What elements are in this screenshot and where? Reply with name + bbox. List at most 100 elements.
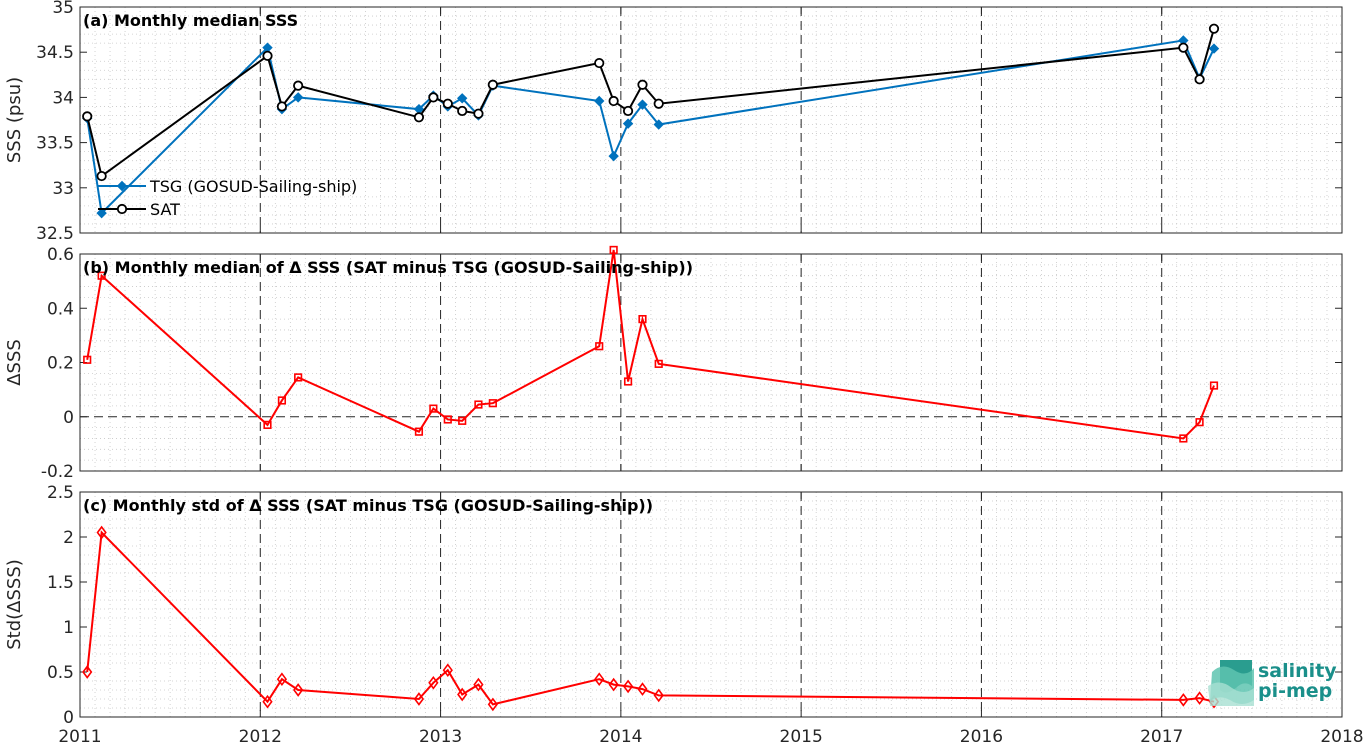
data-point xyxy=(413,112,425,123)
data-point xyxy=(473,677,484,692)
data-point xyxy=(82,111,93,122)
axes-box xyxy=(79,6,1343,234)
salinity-pi-mep-logo: salinity pi-mep xyxy=(1208,660,1337,706)
series-delta xyxy=(82,525,1220,712)
panel-title: (c) Monthly std of Δ SSS (SAT minus TSG … xyxy=(83,496,653,515)
data-point xyxy=(1178,42,1189,53)
data-point xyxy=(414,427,424,436)
y-tick-label: 2.5 xyxy=(47,483,74,503)
minor-grid xyxy=(80,254,1342,471)
y-tick-label: 1.5 xyxy=(47,573,74,593)
data-point xyxy=(622,679,634,694)
data-point xyxy=(429,404,438,413)
y-tick-label: 33.5 xyxy=(36,134,74,154)
logo-text-line2: pi-mep xyxy=(1258,680,1332,702)
x-tick-label: 2015 xyxy=(780,727,823,745)
data-point xyxy=(294,373,303,382)
data-point xyxy=(96,170,107,182)
y-tick-label: 0 xyxy=(63,408,74,428)
y-tick-label: 0.5 xyxy=(47,663,74,683)
data-point xyxy=(637,99,648,110)
panel-title: (b) Monthly median of Δ SSS (SAT minus T… xyxy=(83,258,693,277)
x-tick-label: 2017 xyxy=(1140,727,1183,745)
data-point xyxy=(622,118,634,129)
data-point xyxy=(262,50,273,61)
data-point xyxy=(97,271,106,280)
logo-wave-icon xyxy=(1208,660,1254,706)
y-tick-label: 0.4 xyxy=(47,299,74,319)
data-point xyxy=(637,79,648,90)
data-point xyxy=(609,245,618,255)
data-point xyxy=(608,677,619,692)
x-tick-label: 2016 xyxy=(960,727,1003,745)
x-tick-label: 2011 xyxy=(58,727,101,745)
axes-box xyxy=(79,491,1343,718)
legend-marker xyxy=(116,180,128,192)
data-point xyxy=(653,98,664,109)
data-point xyxy=(623,377,633,386)
data-point xyxy=(488,399,497,408)
ticks: 0 0.5 1 1.5 2 2.5 2011 2012 2013 2014 2015 2016 2017… xyxy=(47,483,1364,745)
data-point xyxy=(83,355,92,364)
series-line xyxy=(86,530,1215,706)
series-delta xyxy=(83,245,1219,443)
y-tick-label: 0 xyxy=(63,708,74,728)
x-tick-label: 2018 xyxy=(1320,727,1363,745)
legend-entry: SAT xyxy=(150,200,180,219)
data-point xyxy=(608,95,619,107)
data-point xyxy=(442,98,453,109)
data-point xyxy=(276,101,288,112)
y-tick-label: -0.2 xyxy=(41,462,74,482)
legend-entry: TSG (GOSUD-Sailing-ship) xyxy=(149,177,357,196)
data-point xyxy=(443,415,452,424)
x-tick-label: 2012 xyxy=(239,727,282,745)
data-point xyxy=(594,672,605,687)
panel-title: (a) Monthly median SSS xyxy=(83,11,298,30)
data-point xyxy=(608,150,619,162)
data-point xyxy=(594,95,605,107)
data-point xyxy=(622,105,634,117)
legend: TSG (GOSUD-Sailing-ship) SAT xyxy=(98,177,357,219)
data-point xyxy=(413,692,425,706)
data-point xyxy=(293,683,304,697)
data-point xyxy=(1194,74,1205,85)
y-tick-label: 2 xyxy=(63,528,74,548)
data-point xyxy=(653,119,664,130)
series-sat xyxy=(82,23,1220,182)
data-point xyxy=(277,396,287,405)
y-tick-label: 1 xyxy=(63,618,74,638)
data-point xyxy=(96,207,107,219)
y-tick-label: 0.2 xyxy=(47,354,74,374)
major-grid xyxy=(259,492,1163,717)
x-tick-label: 2014 xyxy=(599,727,642,745)
logo-text-line1: salinity xyxy=(1258,660,1337,682)
series-line xyxy=(86,249,1215,440)
y-axis-label: Std(ΔSSS) xyxy=(4,559,25,650)
minor-grid xyxy=(80,492,1342,717)
y-tick-label: 0.6 xyxy=(47,245,74,265)
data-point xyxy=(653,688,664,703)
data-point xyxy=(1209,381,1219,390)
data-point xyxy=(1195,418,1204,427)
y-axis-label: SSS (psu) xyxy=(4,77,25,163)
data-point xyxy=(638,314,647,324)
data-point xyxy=(458,416,467,425)
y-tick-label: 34 xyxy=(52,88,74,108)
data-point xyxy=(457,687,468,702)
data-point xyxy=(292,92,304,103)
data-point xyxy=(594,57,605,69)
data-point xyxy=(1208,43,1220,54)
data-point xyxy=(474,400,483,409)
data-point xyxy=(456,93,468,104)
data-point xyxy=(263,420,272,429)
panel-a-monthly-median-sss: 32.5 33 33.5 34 34.5 35 SSS (psu) (a) Monthly m… xyxy=(4,0,1343,244)
data-point xyxy=(96,525,107,540)
data-point xyxy=(654,359,663,368)
data-point xyxy=(473,108,484,119)
data-point xyxy=(82,665,93,679)
data-point xyxy=(637,682,648,696)
data-point xyxy=(457,105,468,117)
data-point xyxy=(276,672,288,687)
legend-marker xyxy=(116,203,128,215)
